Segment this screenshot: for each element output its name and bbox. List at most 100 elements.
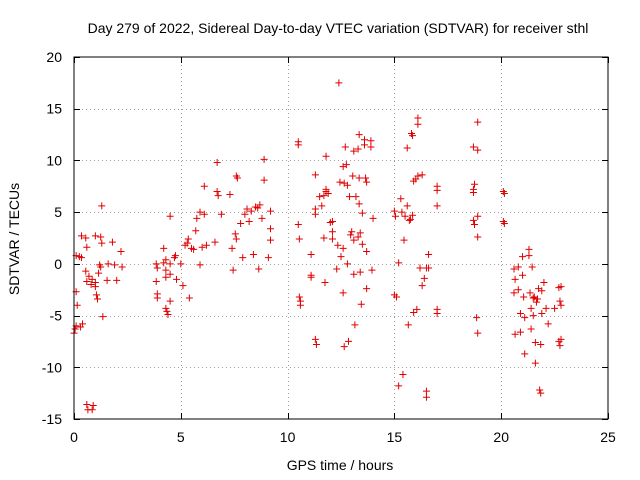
- data-point: [354, 233, 362, 241]
- data-point: [422, 387, 430, 395]
- data-point: [537, 341, 545, 349]
- data-point: [173, 275, 181, 283]
- data-point: [422, 393, 430, 401]
- data-point: [294, 141, 302, 149]
- data-point: [320, 234, 328, 242]
- x-axis-label: GPS time / hours: [287, 457, 394, 473]
- data-point: [318, 202, 326, 210]
- y-tick-label: 10: [46, 152, 62, 168]
- data-point: [200, 210, 208, 218]
- data-point: [529, 294, 537, 302]
- data-point: [355, 131, 363, 139]
- data-point: [536, 386, 544, 394]
- data-point: [529, 312, 537, 320]
- data-point: [200, 182, 208, 190]
- data-point: [406, 215, 414, 223]
- data-point: [527, 304, 535, 312]
- data-point: [88, 275, 96, 283]
- data-point: [71, 325, 79, 333]
- data-point: [166, 212, 174, 220]
- data-point: [103, 276, 111, 284]
- data-point: [328, 228, 336, 236]
- data-point: [473, 314, 481, 322]
- data-point: [511, 330, 519, 338]
- data-point: [525, 252, 533, 260]
- data-point: [93, 295, 101, 303]
- data-point: [190, 245, 198, 253]
- data-point: [397, 195, 405, 203]
- x-tick-label: 20: [493, 429, 509, 445]
- data-point: [355, 174, 363, 182]
- data-point: [337, 253, 345, 261]
- data-point: [98, 239, 106, 247]
- data-point: [531, 359, 539, 367]
- data-point: [339, 289, 347, 297]
- data-point: [343, 181, 351, 189]
- data-point: [217, 210, 225, 218]
- data-point: [538, 310, 546, 318]
- data-point: [166, 260, 174, 268]
- data-point: [391, 212, 399, 220]
- x-tick-label: 15: [387, 429, 403, 445]
- data-point: [527, 325, 535, 333]
- data-point: [471, 221, 478, 229]
- data-point: [360, 141, 368, 149]
- data-point: [162, 266, 170, 274]
- data-point: [342, 161, 350, 169]
- data-point: [414, 172, 422, 180]
- x-tick-label: 25: [600, 429, 616, 445]
- data-point: [414, 120, 422, 128]
- data-point: [352, 193, 360, 201]
- data-point: [334, 241, 342, 249]
- y-tick-label: 20: [46, 49, 62, 65]
- data-point: [469, 188, 477, 196]
- data-point: [400, 236, 408, 244]
- data-point: [333, 265, 341, 273]
- data-point: [321, 278, 329, 286]
- data-point: [433, 186, 441, 194]
- data-point: [185, 294, 193, 302]
- data-point: [152, 277, 160, 285]
- data-point: [404, 321, 412, 329]
- data-point: [340, 343, 348, 351]
- data-point: [91, 278, 99, 286]
- data-point: [196, 261, 204, 269]
- data-point: [399, 371, 407, 379]
- data-point: [511, 275, 519, 283]
- data-point: [538, 287, 546, 295]
- data-point: [228, 244, 236, 252]
- y-tick-label: -10: [42, 359, 62, 375]
- data-point: [79, 320, 87, 328]
- data-point: [211, 238, 219, 246]
- data-point: [418, 282, 426, 290]
- data-point: [474, 212, 482, 220]
- data-point: [367, 137, 375, 145]
- data-point: [510, 289, 518, 297]
- data-point: [153, 264, 161, 272]
- data-point: [537, 389, 545, 397]
- data-point: [312, 341, 320, 349]
- data-point: [152, 260, 160, 268]
- data-point: [77, 232, 85, 240]
- data-point: [403, 144, 411, 152]
- data-point: [401, 212, 409, 220]
- data-point: [237, 220, 245, 228]
- data-point: [260, 176, 268, 184]
- data-point: [474, 146, 482, 154]
- data-point: [469, 143, 477, 151]
- data-point: [307, 273, 315, 281]
- data-point: [557, 283, 565, 291]
- data-point: [521, 350, 529, 358]
- data-point: [557, 301, 565, 309]
- data-point: [413, 305, 421, 313]
- data-point: [469, 216, 477, 224]
- data-point: [311, 171, 319, 179]
- data-point: [264, 254, 272, 262]
- data-point: [532, 298, 540, 306]
- data-point: [85, 272, 93, 280]
- data-points: [70, 79, 565, 414]
- data-point: [193, 214, 201, 222]
- data-point: [534, 295, 542, 303]
- data-point: [422, 264, 430, 272]
- data-point: [92, 291, 100, 299]
